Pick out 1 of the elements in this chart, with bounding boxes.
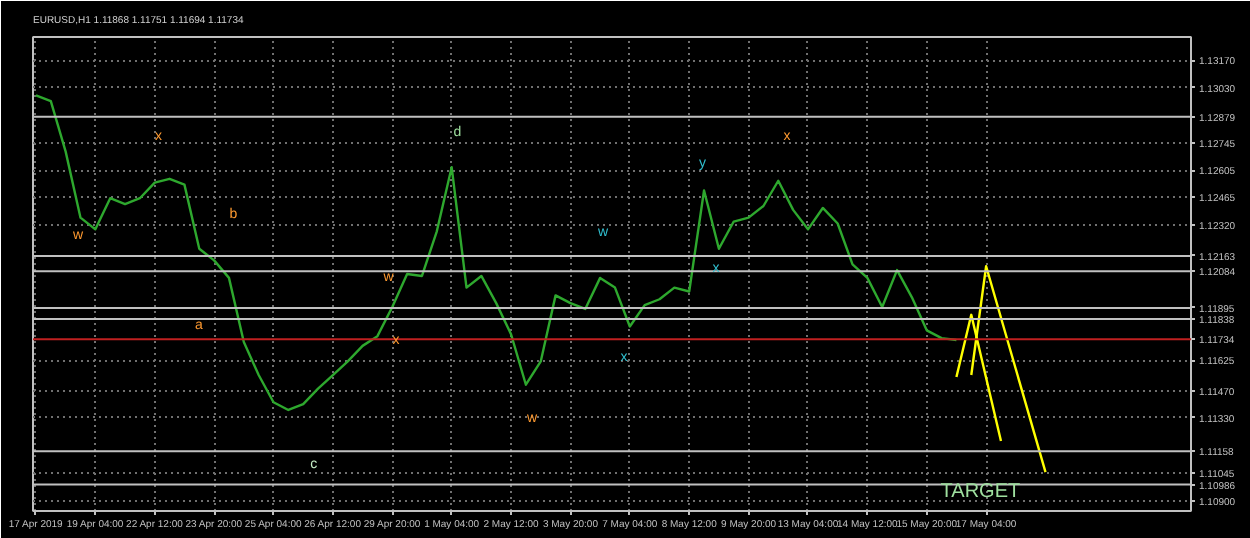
annotation: TARGET <box>940 480 1021 503</box>
